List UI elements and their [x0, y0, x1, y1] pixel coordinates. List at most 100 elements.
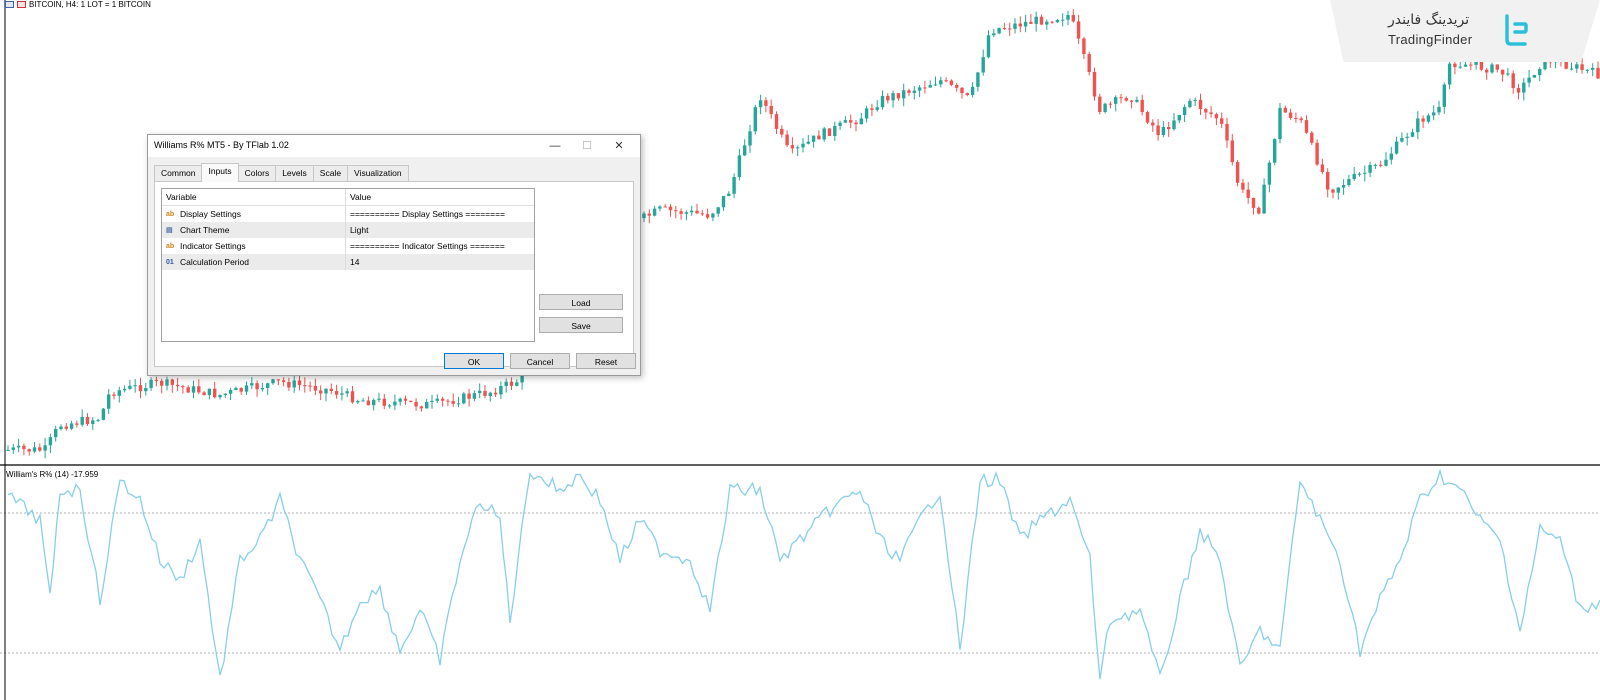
- candle-bearish: [827, 128, 832, 136]
- candle-bearish: [403, 398, 408, 401]
- candle-bearish: [1151, 122, 1155, 126]
- candle-bullish: [658, 206, 662, 209]
- value-cell[interactable]: 14: [350, 257, 360, 267]
- candle-bullish: [107, 394, 111, 409]
- variable-cell: 01 Calculation Period: [162, 254, 346, 270]
- candle-bearish: [1288, 112, 1293, 118]
- input-row-calculation-period[interactable]: 01 Calculation Period 14: [162, 254, 534, 270]
- reset-button[interactable]: Reset: [576, 353, 636, 369]
- candle-bullish: [244, 385, 249, 392]
- column-header-variable[interactable]: Variable: [162, 189, 346, 205]
- candle-bullish: [1410, 132, 1415, 137]
- tab-levels[interactable]: Levels: [275, 165, 314, 182]
- input-row-chart-theme[interactable]: ▤ Chart Theme Light: [162, 222, 534, 238]
- candle-bearish: [239, 387, 243, 392]
- candle-bullish: [992, 33, 996, 36]
- candle-bullish: [207, 388, 212, 396]
- candle-bearish: [313, 385, 318, 391]
- candle-bullish: [1066, 15, 1070, 20]
- candle-bearish: [303, 385, 307, 387]
- candle-bullish: [6, 449, 10, 451]
- candle-bullish: [1045, 21, 1049, 25]
- candle-bearish: [1140, 99, 1144, 113]
- maximize-button[interactable]: ☐: [582, 140, 592, 152]
- candle-bearish: [907, 90, 911, 93]
- candle-bullish: [1103, 103, 1107, 113]
- candle-bearish: [1516, 87, 1521, 93]
- candle-bullish: [1262, 184, 1266, 214]
- candle-bearish: [1310, 132, 1314, 143]
- candle-bearish: [112, 394, 116, 396]
- candle-bearish: [1257, 207, 1261, 214]
- tab-inputs[interactable]: Inputs: [201, 163, 239, 182]
- candle-bearish: [870, 108, 874, 110]
- candle-bullish: [1585, 69, 1590, 71]
- variable-name: Chart Theme: [180, 225, 230, 235]
- candle-bullish: [928, 85, 932, 88]
- candle-bullish: [515, 382, 519, 386]
- candle-bearish: [181, 386, 185, 388]
- candle-bearish: [647, 213, 651, 216]
- close-button[interactable]: ✕: [614, 140, 624, 152]
- candle-bullish: [997, 28, 1001, 34]
- candle-bearish: [38, 447, 42, 451]
- dialog-tabs: Common Inputs Colors Levels Scale Visual…: [154, 163, 409, 182]
- candle-bullish: [101, 408, 106, 420]
- candle-bullish: [1336, 187, 1340, 193]
- candle-bearish: [705, 214, 710, 218]
- candle-bullish: [1506, 73, 1510, 75]
- tab-colors[interactable]: Colors: [237, 165, 277, 182]
- candle-bullish: [811, 135, 816, 142]
- candle-bearish: [1495, 64, 1499, 70]
- candle-bullish: [1188, 100, 1192, 108]
- load-button[interactable]: Load: [539, 294, 623, 310]
- candle-bullish: [1341, 184, 1346, 188]
- symbol-icon[interactable]: [5, 1, 14, 8]
- tab-common[interactable]: Common: [154, 165, 203, 182]
- ok-button[interactable]: OK: [444, 353, 504, 369]
- input-row-indicator-settings[interactable]: ab Indicator Settings ========== Indicat…: [162, 238, 534, 254]
- candle-bullish: [1373, 164, 1378, 166]
- candle-bearish: [329, 388, 333, 391]
- candle-bullish: [1538, 69, 1542, 76]
- tab-scale[interactable]: Scale: [312, 165, 349, 182]
- candle-bearish: [774, 114, 779, 129]
- dialog-titlebar[interactable]: Williams R% MT5 - By TFlab 1.02 — ☐ ✕: [148, 135, 640, 157]
- candle-bullish: [732, 176, 736, 194]
- candle-bullish: [1055, 20, 1060, 23]
- candle-bearish: [186, 387, 190, 393]
- candle-bearish: [1283, 107, 1287, 113]
- chart-icon[interactable]: [17, 1, 26, 8]
- input-row-display-settings[interactable]: ab Display Settings ========== Display S…: [162, 206, 534, 222]
- candle-bearish: [319, 390, 323, 394]
- value-cell[interactable]: Light: [350, 225, 369, 235]
- string-type-icon: ab: [166, 210, 175, 218]
- candle-bullish: [387, 405, 392, 407]
- candle-bearish: [334, 390, 339, 395]
- tab-visualization[interactable]: Visualization: [347, 165, 409, 182]
- candle-bullish: [912, 90, 916, 93]
- cancel-button[interactable]: Cancel: [510, 353, 570, 369]
- candle-bearish: [1220, 118, 1224, 124]
- save-button[interactable]: Save: [539, 317, 623, 333]
- candle-bearish: [1251, 197, 1256, 208]
- variable-cell: ▤ Chart Theme: [162, 222, 346, 238]
- integer-type-icon: 01: [166, 258, 174, 266]
- candle-bearish: [440, 398, 445, 401]
- column-header-value[interactable]: Value: [350, 192, 372, 202]
- candle-bearish: [287, 381, 291, 388]
- candle-bullish: [96, 419, 100, 421]
- candle-bearish: [170, 379, 174, 385]
- value-cell[interactable]: ========== Indicator Settings =======: [350, 241, 505, 251]
- candle-bullish: [690, 210, 694, 213]
- candle-bearish: [849, 120, 853, 123]
- candle-bearish: [1214, 114, 1219, 119]
- candle-bullish: [1384, 159, 1388, 166]
- candle-bearish: [1039, 16, 1044, 25]
- minimize-button[interactable]: —: [549, 140, 561, 152]
- candle-bearish: [1246, 189, 1250, 198]
- candle-bullish: [721, 195, 726, 208]
- dialog-title: Williams R% MT5 - By TFlab 1.02: [154, 140, 289, 150]
- candle-bearish: [944, 80, 948, 82]
- value-cell[interactable]: ========== Display Settings ========: [350, 209, 506, 219]
